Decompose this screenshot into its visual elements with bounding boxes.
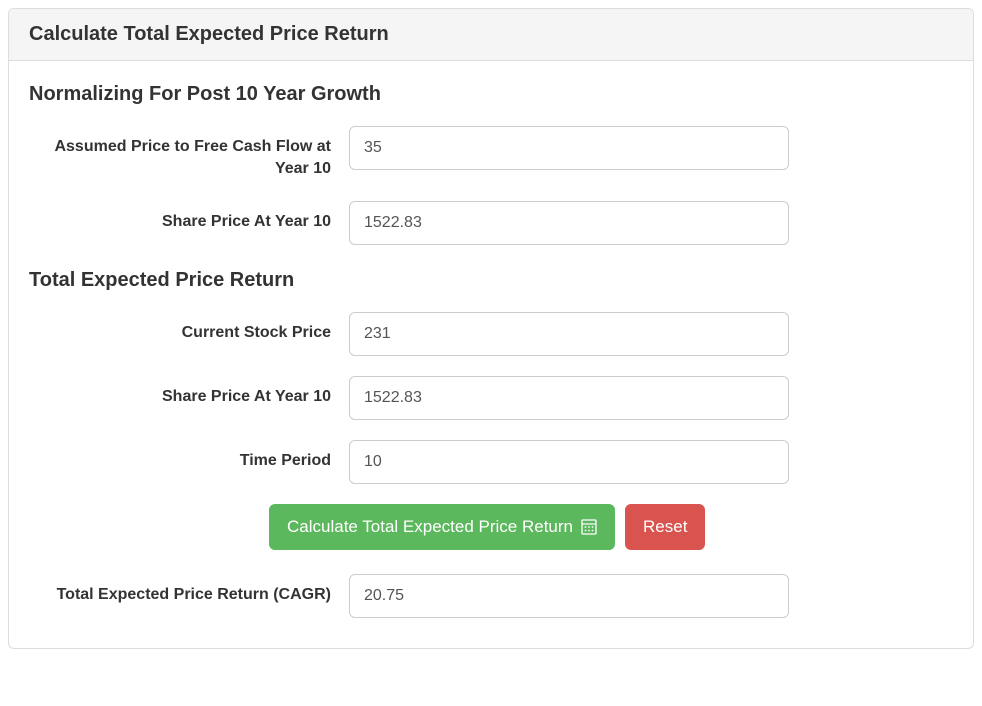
label-current-stock-price: Current Stock Price	[29, 312, 349, 344]
label-share-price-y10-b: Share Price At Year 10	[29, 376, 349, 408]
label-share-price-y10-a: Share Price At Year 10	[29, 201, 349, 233]
form-row-assumed-pfcf: Assumed Price to Free Cash Flow at Year …	[29, 126, 953, 181]
form-row-share-price-y10-b: Share Price At Year 10	[29, 376, 953, 420]
section1-title: Normalizing For Post 10 Year Growth	[29, 83, 953, 106]
calculate-button-label: Calculate Total Expected Price Return	[287, 517, 573, 537]
calculate-button[interactable]: Calculate Total Expected Price Return	[269, 504, 615, 550]
calculator-panel: Calculate Total Expected Price Return No…	[8, 8, 974, 649]
panel-title: Calculate Total Expected Price Return	[29, 23, 953, 46]
form-row-result: Total Expected Price Return (CAGR)	[29, 574, 953, 618]
input-wrap	[349, 574, 789, 618]
input-wrap	[349, 126, 789, 170]
input-wrap	[349, 312, 789, 356]
section2-title: Total Expected Price Return	[29, 269, 953, 292]
input-wrap	[349, 440, 789, 484]
form-row-share-price-y10-a: Share Price At Year 10	[29, 201, 953, 245]
input-wrap	[349, 201, 789, 245]
calculator-icon	[581, 519, 597, 535]
input-wrap	[349, 376, 789, 420]
reset-button[interactable]: Reset	[625, 504, 705, 550]
input-result[interactable]	[349, 574, 789, 618]
label-result: Total Expected Price Return (CAGR)	[29, 574, 349, 606]
label-time-period: Time Period	[29, 440, 349, 472]
input-share-price-y10-a[interactable]	[349, 201, 789, 245]
input-share-price-y10-b[interactable]	[349, 376, 789, 420]
input-assumed-pfcf[interactable]	[349, 126, 789, 170]
input-current-stock-price[interactable]	[349, 312, 789, 356]
button-row: Calculate Total Expected Price Return	[269, 504, 953, 550]
panel-header: Calculate Total Expected Price Return	[9, 9, 973, 61]
label-assumed-pfcf: Assumed Price to Free Cash Flow at Year …	[29, 126, 349, 181]
panel-body: Normalizing For Post 10 Year Growth Assu…	[9, 61, 973, 648]
input-time-period[interactable]	[349, 440, 789, 484]
form-row-time-period: Time Period	[29, 440, 953, 484]
form-row-current-stock-price: Current Stock Price	[29, 312, 953, 356]
reset-button-label: Reset	[643, 517, 687, 537]
